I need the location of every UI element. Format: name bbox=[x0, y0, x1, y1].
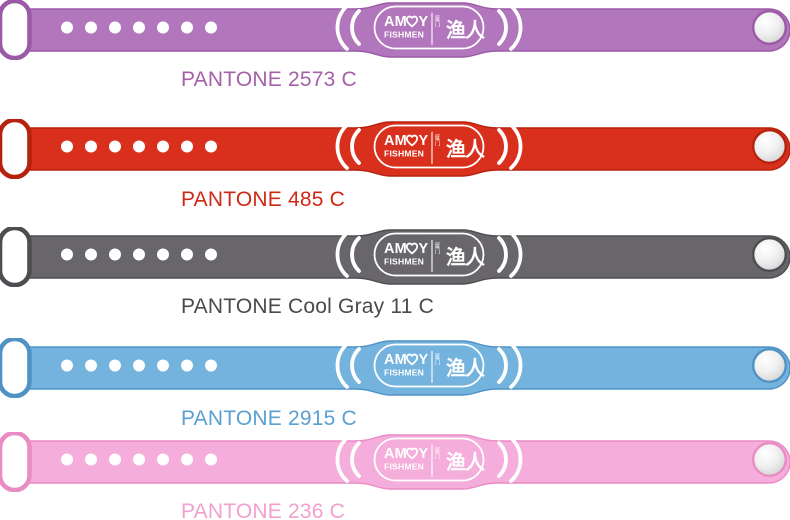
svg-text:Y: Y bbox=[419, 241, 429, 257]
svg-text:Y: Y bbox=[419, 352, 429, 368]
svg-text:FISHMEN: FISHMEN bbox=[384, 368, 424, 378]
svg-text:厦: 厦 bbox=[435, 15, 441, 22]
svg-text:FISHMEN: FISHMEN bbox=[384, 149, 424, 159]
svg-text:厦: 厦 bbox=[435, 353, 441, 360]
svg-text:AM: AM bbox=[384, 241, 407, 257]
svg-text:渔人: 渔人 bbox=[446, 245, 486, 269]
svg-text:渔人: 渔人 bbox=[446, 18, 486, 42]
svg-text:门: 门 bbox=[435, 139, 440, 147]
svg-text:Y: Y bbox=[419, 14, 429, 30]
svg-text:Y: Y bbox=[419, 133, 429, 149]
svg-text:AM: AM bbox=[384, 133, 407, 149]
svg-text:厦: 厦 bbox=[435, 134, 441, 141]
svg-text:AM: AM bbox=[384, 14, 407, 30]
svg-text:渔人: 渔人 bbox=[446, 450, 486, 474]
svg-text:门: 门 bbox=[435, 358, 440, 366]
svg-text:FISHMEN: FISHMEN bbox=[384, 462, 424, 472]
svg-text:厦: 厦 bbox=[435, 447, 441, 454]
svg-text:厦: 厦 bbox=[435, 242, 441, 249]
svg-text:Y: Y bbox=[419, 446, 429, 462]
svg-text:门: 门 bbox=[435, 20, 440, 28]
svg-text:门: 门 bbox=[435, 247, 440, 255]
svg-text:渔人: 渔人 bbox=[446, 356, 486, 380]
svg-text:FISHMEN: FISHMEN bbox=[384, 257, 424, 267]
svg-text:门: 门 bbox=[435, 452, 440, 460]
svg-text:AM: AM bbox=[384, 446, 407, 462]
svg-text:FISHMEN: FISHMEN bbox=[384, 30, 424, 40]
svg-text:AM: AM bbox=[384, 352, 407, 368]
svg-text:渔人: 渔人 bbox=[446, 137, 486, 161]
